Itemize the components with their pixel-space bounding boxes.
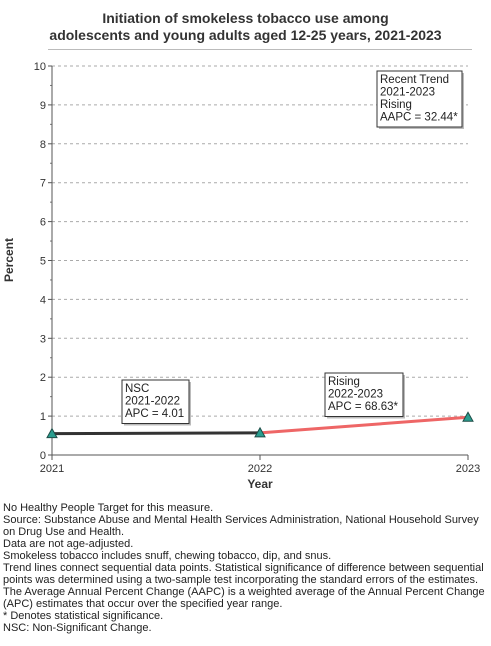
data-point: [462, 411, 474, 422]
footnote: No Healthy People Target for this measur…: [3, 502, 214, 514]
footnote: The Average Annual Percent Change (AAPC)…: [3, 586, 485, 610]
trend-line-segment: [259, 415, 469, 435]
recent-trend-box-text: 2021-2023: [380, 87, 435, 99]
x-tick-label: 2022: [248, 463, 272, 475]
y-tick-label: 7: [40, 178, 46, 190]
y-axis-label: Percent: [2, 238, 16, 282]
segment-1-label-text: APC = 4.01: [125, 408, 184, 420]
data-point: [254, 426, 266, 438]
footnotes: No Healthy People Target for this measur…: [3, 502, 491, 634]
footnote: NSC: Non-Significant Change.: [3, 622, 152, 634]
title-divider: [48, 49, 472, 50]
footnote: Data are not age-adjusted.: [3, 538, 134, 550]
y-tick-label: 4: [40, 294, 46, 306]
recent-trend-box-text: AAPC = 32.44*: [380, 112, 458, 124]
footnote: * Denotes statistical significance.: [3, 610, 164, 622]
y-tick-label: 2: [40, 372, 46, 384]
recent-trend-box: [376, 70, 463, 128]
footnote: Trend lines connect sequential data poin…: [3, 562, 484, 586]
y-tick-label: 6: [40, 217, 46, 229]
trend-line-segment: [51, 431, 261, 436]
data-point: [46, 427, 58, 439]
recent-trend-box-text: Recent Trend: [380, 74, 449, 86]
y-tick-label: 0: [40, 450, 46, 462]
recent-trend-box-text: Rising: [380, 99, 412, 111]
x-axis-label: Year: [247, 477, 273, 491]
segment-1-label: [121, 379, 190, 424]
segment-2-label: [324, 372, 404, 417]
segment-2-label-text: Rising: [328, 376, 360, 388]
chart-title-line-1: Initiation of smokeless tobacco use amon…: [102, 10, 389, 26]
segment-1-label-text: 2021-2022: [125, 396, 180, 408]
y-tick-label: 5: [40, 256, 46, 268]
axes: [48, 65, 469, 460]
y-tick-label: 8: [40, 139, 46, 151]
x-tick-label: 2021: [40, 463, 64, 475]
footnote: Smokeless tobacco includes snuff, chewin…: [3, 550, 332, 562]
chart-title-line-2: adolescents and young adults aged 12-25 …: [49, 27, 442, 43]
segment-2-label-text: APC = 68.63*: [328, 401, 399, 413]
segment-2-label-text: 2022-2023: [328, 389, 383, 401]
segment-1-label-text: NSC: [125, 383, 149, 395]
data-points: [46, 411, 474, 439]
chart-title: Initiation of smokeless tobacco use amon…: [0, 10, 491, 44]
y-tick-label: 10: [34, 61, 46, 73]
x-tick-label: 2023: [456, 463, 480, 475]
y-tick-label: 9: [40, 100, 46, 112]
y-tick-label: 3: [40, 333, 46, 345]
y-tick-labels: 0 1 2 3 4 5 6 7 8 9 10: [34, 61, 46, 462]
footnote: Source: Substance Abuse and Mental Healt…: [3, 514, 479, 538]
x-tick-labels: 2021 2022 2023: [40, 463, 480, 475]
trend-lines: [51, 415, 469, 436]
y-tick-label: 1: [40, 411, 46, 423]
